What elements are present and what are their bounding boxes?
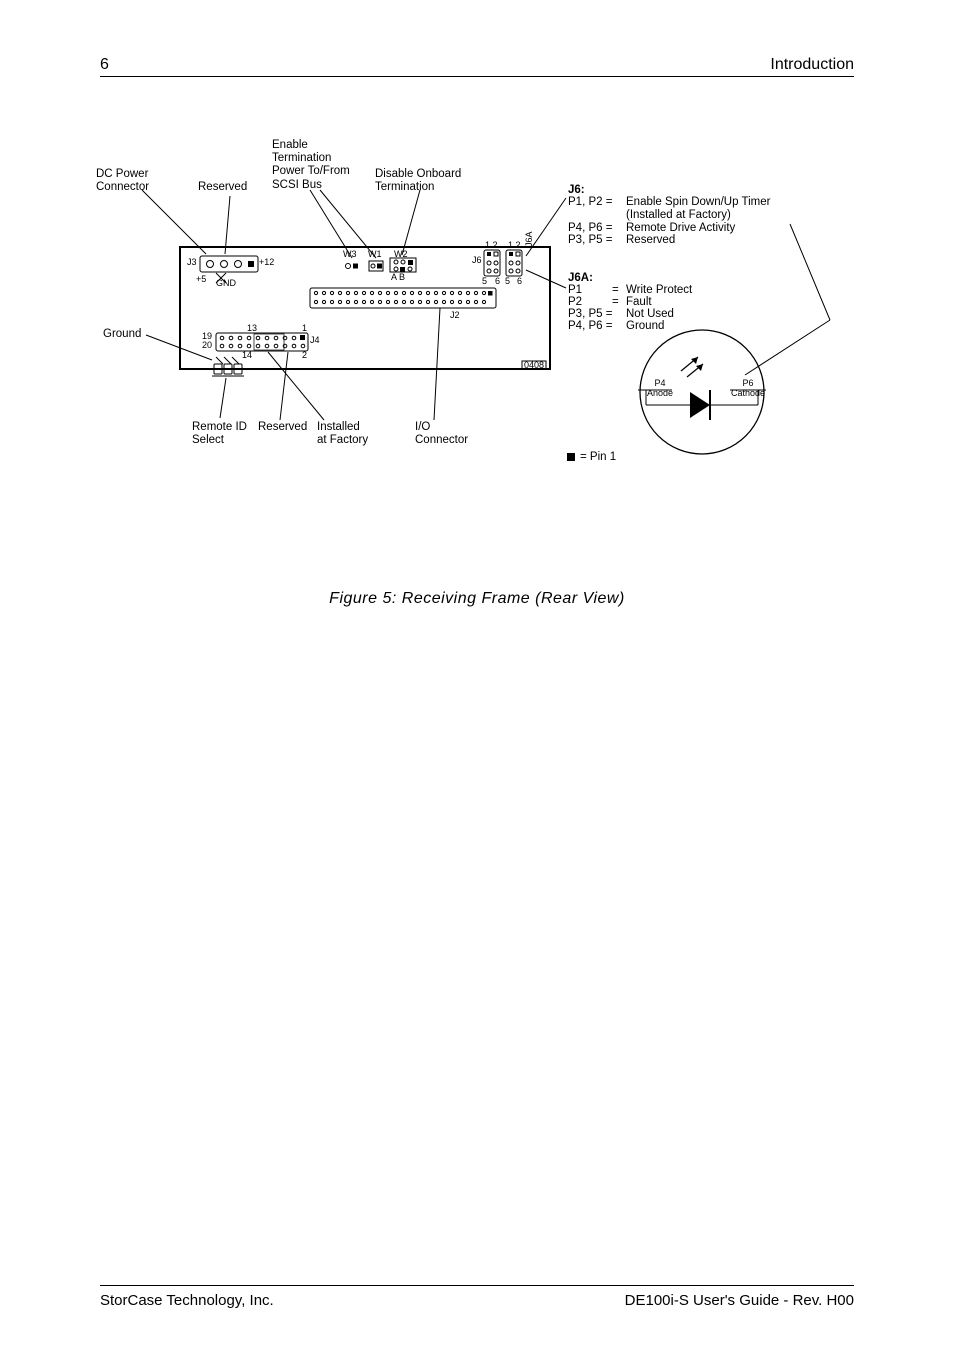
lbl-dc-power: DC PowerConnector: [96, 168, 149, 194]
footer-company: StorCase Technology, Inc.: [100, 1292, 274, 1309]
lbl-j2: J2: [450, 310, 460, 320]
lbl-plus12: +12: [259, 257, 274, 267]
section-title: Introduction: [770, 56, 854, 74]
lbl-reserved-top: Reserved: [198, 181, 247, 194]
page-footer: StorCase Technology, Inc. DE100i-S User'…: [100, 1285, 854, 1309]
lbl-j6a-p4p6: P4, P6 =: [568, 320, 612, 333]
lbl-n6a: 6: [495, 276, 500, 286]
footer-doc-rev: DE100i-S User's Guide - Rev. H00: [625, 1292, 854, 1309]
page-number: 6: [100, 56, 109, 74]
lbl-n13: 13: [247, 323, 257, 333]
page-header: 6 Introduction: [100, 56, 854, 77]
lbl-j4: J4: [310, 335, 320, 345]
lbl-j6a: J6A: [524, 231, 534, 247]
lbl-disable-term: Disable OnboardTermination: [375, 168, 461, 194]
lbl-n12b: 1 2: [508, 240, 521, 250]
lbl-pin1: = Pin 1: [580, 451, 616, 464]
lbl-j6a-p4p6v: Ground: [626, 320, 664, 333]
lbl-p6-cathode: P6Cathode: [724, 378, 772, 399]
lbl-plus5: +5: [196, 274, 206, 284]
lbl-n1: 1: [302, 323, 307, 333]
lbl-ground: Ground: [103, 328, 141, 341]
lbl-j6-p1p2v: Enable Spin Down/Up Timer(Installed at F…: [626, 196, 770, 222]
lbl-j6-p3p5v: Reserved: [626, 234, 675, 247]
lbl-reserved-bot: Reserved: [258, 421, 307, 434]
lbl-n14: 14: [242, 350, 252, 360]
figure-area: DC PowerConnector Reserved EnableTermina…: [90, 130, 860, 470]
lbl-n6b: 6: [517, 276, 522, 286]
lbl-io-conn: I/OConnector: [415, 421, 468, 447]
lbl-n5b: 5: [505, 276, 510, 286]
lbl-n12a: 1 2: [485, 240, 498, 250]
lbl-enable-term: EnableTerminationPower To/FromSCSI Bus: [272, 139, 350, 192]
lbl-w1: W1: [368, 249, 382, 259]
lbl-0408: 0408: [524, 360, 544, 370]
lbl-j6-p1p2: P1, P2 =: [568, 196, 612, 209]
lbl-n20: 20: [202, 340, 212, 350]
lbl-j6: J6: [472, 255, 482, 265]
lbl-n2: 2: [302, 350, 307, 360]
lbl-j6a-p2eq: =: [612, 296, 619, 309]
lbl-w2: W2: [394, 249, 408, 259]
lbl-n5a: 5: [482, 276, 487, 286]
lbl-ab: A B: [391, 272, 405, 282]
lbl-p4-anode: P4Anode: [640, 378, 680, 399]
lbl-j6-p3p5: P3, P5 =: [568, 234, 612, 247]
lbl-installed: Installedat Factory: [317, 421, 368, 447]
lbl-remote-id: Remote IDSelect: [192, 421, 247, 447]
lbl-j3: J3: [187, 257, 197, 267]
figure-caption: Figure 5: Receiving Frame (Rear View): [0, 590, 954, 608]
lbl-gnd: GND: [216, 278, 236, 288]
lbl-w3: W3: [343, 249, 357, 259]
